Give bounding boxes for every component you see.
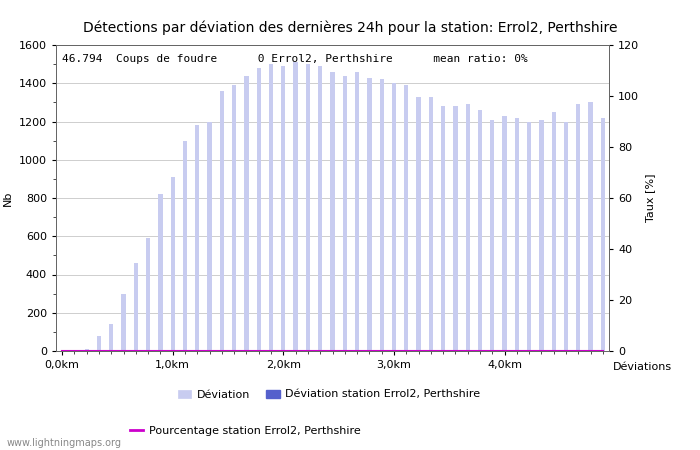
Bar <box>72 350 76 351</box>
Text: 46.794  Coups de foudre      0 Errol2, Perthshire      mean ratio: 0%: 46.794 Coups de foudre 0 Errol2, Perthsh… <box>62 54 527 64</box>
Bar <box>368 77 372 351</box>
Text: www.lightningmaps.org: www.lightningmaps.org <box>7 438 122 448</box>
Legend: Pourcentage station Errol2, Perthshire: Pourcentage station Errol2, Perthshire <box>125 421 365 440</box>
Bar <box>342 76 347 351</box>
Bar <box>121 294 126 351</box>
Bar <box>527 122 531 351</box>
Bar <box>293 62 298 351</box>
Bar <box>589 103 593 351</box>
Bar <box>306 64 310 351</box>
Bar <box>195 125 199 351</box>
Y-axis label: Nb: Nb <box>4 190 13 206</box>
Bar <box>379 79 384 351</box>
Bar <box>171 177 175 351</box>
Bar <box>466 104 470 351</box>
Bar <box>232 85 237 351</box>
Text: Déviations: Déviations <box>612 362 671 372</box>
Bar <box>601 117 605 351</box>
Bar <box>404 85 408 351</box>
Bar <box>355 72 359 351</box>
Bar <box>318 66 323 351</box>
Y-axis label: Taux [%]: Taux [%] <box>645 174 654 222</box>
Bar <box>441 106 445 351</box>
Bar <box>453 106 458 351</box>
Bar <box>158 194 162 351</box>
Bar <box>428 97 433 351</box>
Legend: Déviation, Déviation station Errol2, Perthshire: Déviation, Déviation station Errol2, Per… <box>173 385 485 404</box>
Bar <box>478 110 482 351</box>
Bar <box>552 112 556 351</box>
Bar <box>85 349 89 351</box>
Bar <box>257 68 261 351</box>
Bar <box>134 263 138 351</box>
Bar <box>490 120 494 351</box>
Bar <box>220 91 224 351</box>
Bar <box>539 120 544 351</box>
Bar <box>392 83 396 351</box>
Bar <box>244 76 248 351</box>
Bar <box>503 116 507 351</box>
Bar <box>97 336 102 351</box>
Bar <box>109 324 113 351</box>
Text: Détections par déviation des dernières 24h pour la station: Errol2, Perthshire: Détections par déviation des dernières 2… <box>83 20 617 35</box>
Bar <box>330 72 335 351</box>
Bar <box>564 122 568 351</box>
Bar <box>269 64 273 351</box>
Bar <box>281 66 286 351</box>
Bar <box>207 122 212 351</box>
Bar <box>576 104 580 351</box>
Bar <box>514 117 519 351</box>
Bar <box>183 140 187 351</box>
Bar <box>416 97 421 351</box>
Bar <box>146 238 150 351</box>
